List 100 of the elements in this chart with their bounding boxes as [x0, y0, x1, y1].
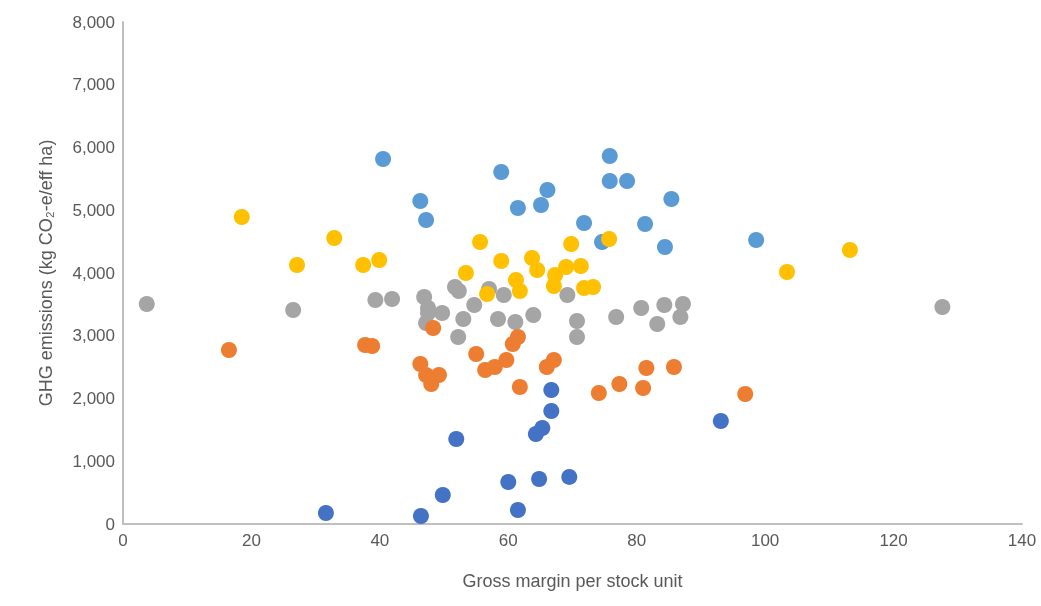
point	[601, 147, 618, 164]
x-axis-title: Gross margin per stock unit	[462, 571, 683, 591]
point	[493, 253, 510, 270]
y-tick-label: 1,000	[72, 451, 115, 471]
point	[500, 473, 517, 490]
point	[635, 380, 652, 397]
point	[585, 279, 602, 295]
y-tick-label: 6,000	[72, 138, 115, 157]
point	[233, 209, 250, 226]
point	[457, 265, 474, 281]
point	[748, 232, 765, 248]
point	[450, 283, 467, 299]
point	[468, 346, 485, 363]
point	[543, 403, 560, 420]
y-tick-label: 3,000	[72, 326, 115, 346]
point	[572, 257, 589, 274]
x-tick-label: 20	[241, 531, 261, 550]
point	[434, 487, 451, 503]
point	[220, 342, 237, 358]
y-axis-title: GHG emissions (kg CO₂-e/eff ha)	[36, 139, 56, 407]
point	[367, 291, 384, 308]
point	[737, 385, 754, 402]
x-tick-label: 60	[498, 531, 518, 550]
point	[326, 229, 343, 246]
point	[543, 382, 560, 399]
point	[490, 311, 507, 327]
point	[558, 258, 575, 275]
y-tick-label: 7,000	[72, 75, 115, 95]
point	[672, 308, 689, 325]
point	[633, 300, 650, 317]
point	[371, 252, 388, 269]
point	[608, 308, 625, 325]
point	[533, 196, 550, 213]
point	[425, 319, 442, 336]
y-tick-label: 0	[105, 514, 115, 534]
point	[138, 296, 155, 312]
point	[619, 173, 636, 189]
point	[384, 290, 401, 307]
point	[545, 351, 562, 368]
point	[466, 297, 483, 313]
point	[498, 351, 515, 368]
point	[450, 329, 467, 345]
point	[665, 359, 682, 375]
x-tick-label: 40	[370, 531, 390, 550]
point	[674, 296, 691, 312]
point	[841, 241, 858, 258]
point	[778, 264, 795, 280]
point	[412, 508, 429, 525]
point	[637, 216, 654, 232]
x-tick-label: 100	[750, 531, 780, 550]
point	[524, 250, 541, 266]
point	[375, 150, 392, 167]
point	[559, 287, 576, 304]
point	[656, 297, 673, 313]
point	[511, 283, 528, 299]
point	[590, 384, 607, 401]
point	[434, 304, 451, 321]
point	[534, 420, 551, 436]
point	[509, 329, 526, 345]
point	[539, 181, 556, 198]
point	[569, 329, 585, 345]
point	[418, 211, 435, 228]
point	[355, 257, 372, 274]
point	[561, 468, 578, 485]
point	[638, 360, 655, 376]
x-tick-label: 0	[118, 531, 128, 550]
point	[509, 502, 526, 518]
point	[563, 236, 580, 253]
point	[663, 191, 680, 208]
y-tick-label: 8,000	[72, 12, 115, 32]
point	[479, 286, 496, 303]
point	[448, 430, 465, 447]
point	[712, 413, 729, 430]
y-tick-label: 2,000	[72, 389, 115, 408]
point	[317, 505, 334, 522]
point	[601, 230, 618, 247]
point	[656, 239, 673, 256]
point	[412, 193, 429, 210]
point	[509, 199, 526, 216]
point	[934, 299, 951, 316]
point	[472, 234, 489, 250]
point	[285, 302, 302, 319]
point	[531, 471, 548, 487]
y-tick-label: 5,000	[72, 200, 115, 220]
point	[525, 306, 542, 323]
x-tick-label: 80	[627, 531, 647, 550]
point	[529, 261, 546, 278]
point	[569, 313, 585, 329]
x-tick-label: 140	[1007, 531, 1037, 550]
point	[545, 277, 562, 294]
point	[507, 314, 524, 330]
point	[511, 379, 528, 396]
point	[495, 287, 512, 304]
point	[455, 311, 472, 327]
point	[289, 257, 306, 274]
point	[486, 359, 503, 375]
point	[649, 316, 666, 333]
point	[611, 376, 628, 392]
point	[493, 163, 510, 180]
point	[576, 214, 593, 231]
